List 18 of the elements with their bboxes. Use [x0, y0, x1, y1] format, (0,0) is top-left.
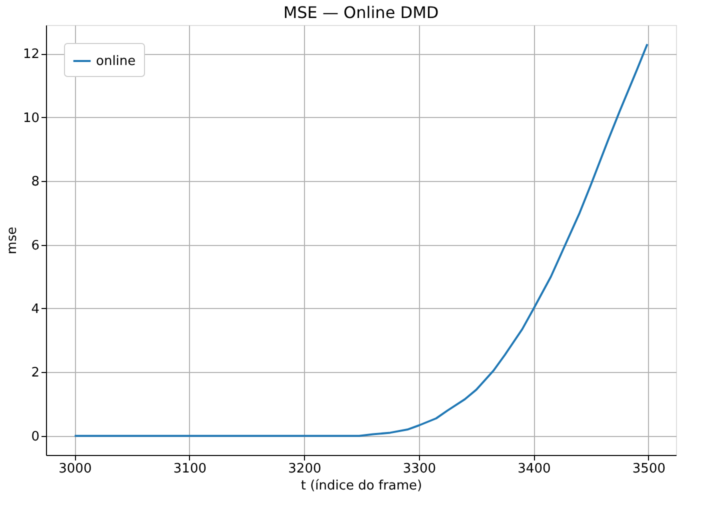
y-tick-label: 0: [31, 429, 40, 444]
x-tick-label: 3500: [632, 462, 666, 476]
line-series: [74, 43, 648, 437]
x-axis-title: t (índice do frame): [300, 478, 422, 494]
x-tick-label: 3000: [58, 462, 92, 476]
y-tick-label: 10: [22, 110, 40, 126]
y-tick-label: 2: [31, 366, 40, 381]
x-tick-label: 3400: [518, 462, 551, 476]
y-tick-label: 8: [31, 174, 40, 190]
y-tick-label: 4: [31, 302, 40, 317]
legend-label: online: [96, 54, 136, 69]
y-tick-label: 12: [22, 47, 40, 62]
x-tick-label: 3300: [402, 462, 436, 476]
chart-title: MSE — Online DMD: [283, 3, 439, 22]
y-tick-label: 6: [31, 238, 40, 254]
x-tick-label: 3100: [173, 462, 206, 476]
y-axis-title: mse: [4, 226, 20, 254]
x-tick-label: 3200: [288, 462, 322, 476]
